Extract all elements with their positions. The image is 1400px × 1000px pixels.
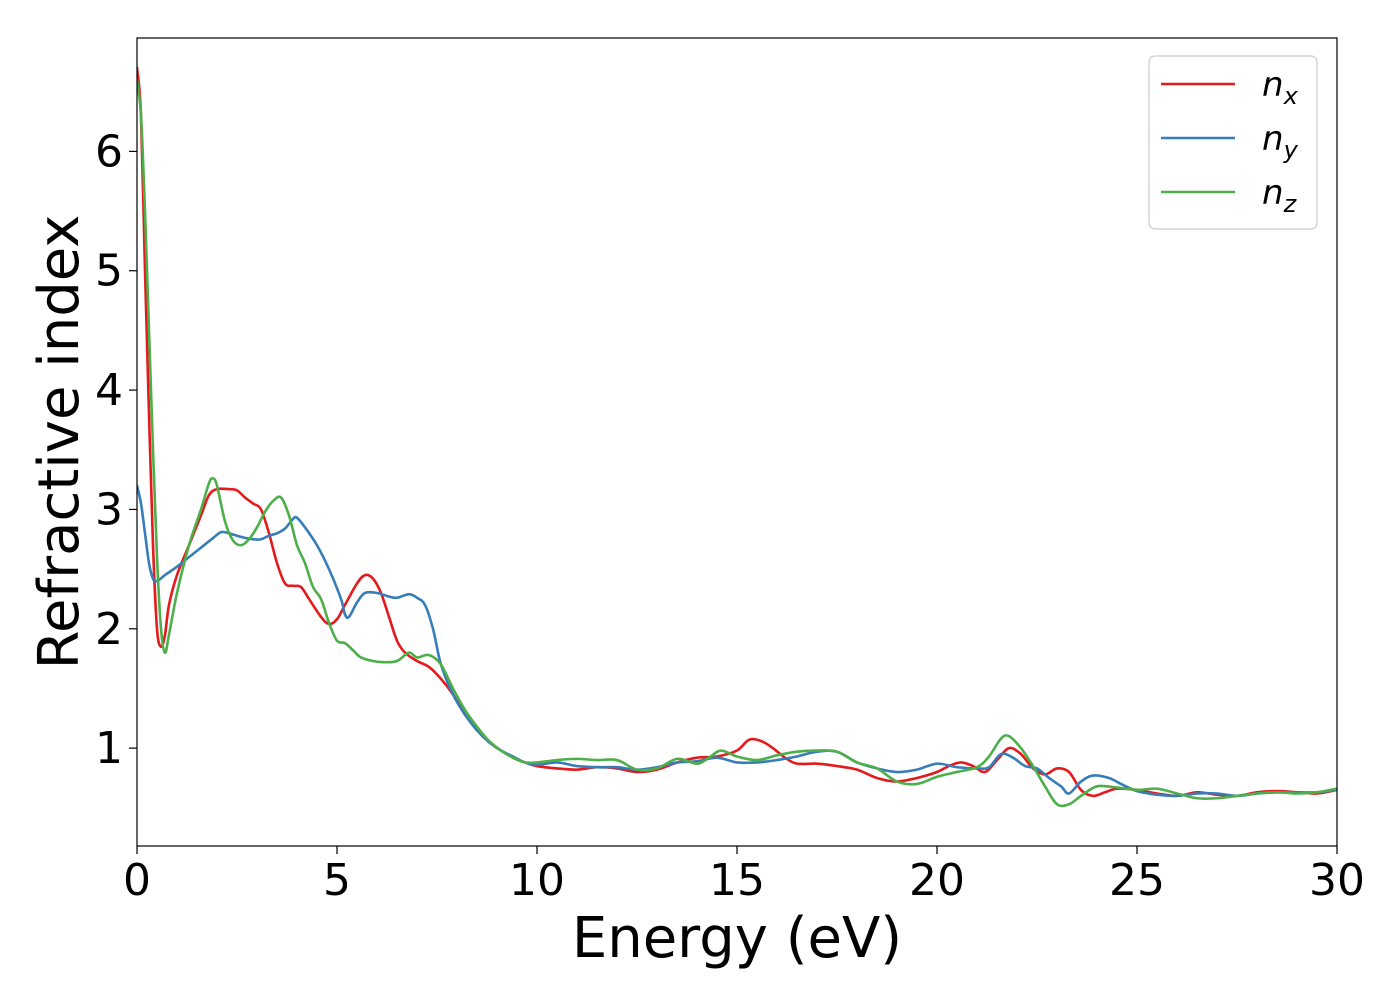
legend-label-y: ny [1262,119,1299,164]
y-tick-label: 4 [95,365,123,416]
x-tick-label: 15 [709,855,765,906]
y-axis-title: Refractive index [27,215,92,670]
x-tick-label: 0 [123,855,151,906]
x-tick-label: 30 [1309,855,1365,906]
series-line-z [137,78,1337,808]
y-tick-label: 3 [95,484,123,535]
x-tick-label: 20 [909,855,965,906]
legend-label-x: nx [1262,65,1299,110]
x-tick-label: 5 [323,855,351,906]
x-axis-ticks: 0 5 10 15 20 25 30 [123,846,1365,906]
series-line-x [137,66,1337,798]
y-tick-label: 2 [95,604,123,655]
legend-box [1148,55,1318,230]
series-line-y [137,484,1337,798]
legend: nx ny nz [1148,55,1318,230]
y-tick-label: 1 [95,723,123,774]
x-tick-label: 25 [1109,855,1165,906]
x-tick-label: 10 [509,855,565,906]
series-layer [137,66,1337,808]
y-axis-ticks: 1 2 3 4 5 6 [95,126,137,774]
y-tick-label: 6 [95,126,123,177]
y-tick-label: 5 [95,246,123,297]
x-axis-title: Energy (eV) [572,906,902,971]
legend-label-z: nz [1262,173,1298,218]
